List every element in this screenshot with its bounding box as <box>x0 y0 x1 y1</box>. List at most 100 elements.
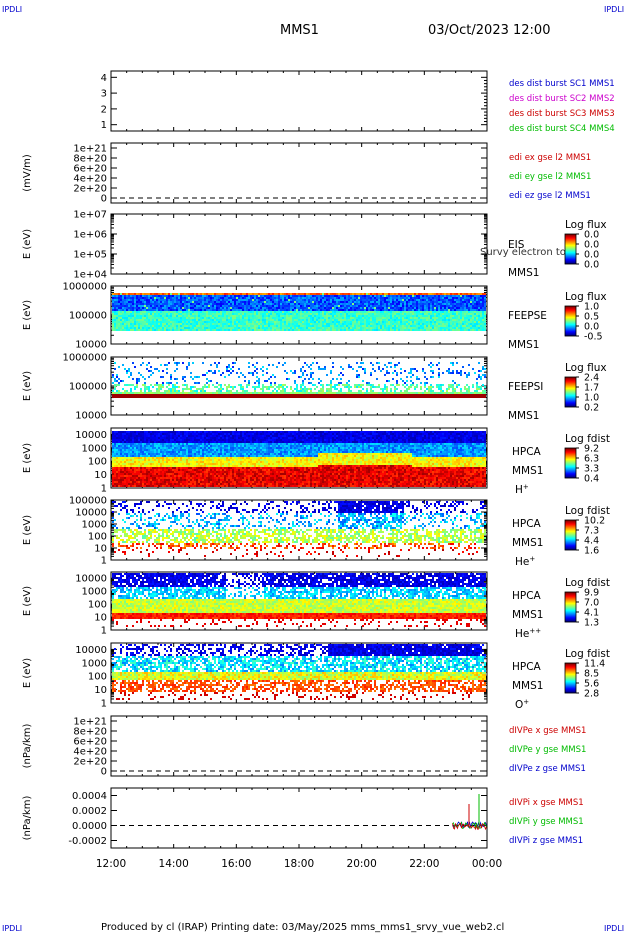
heatmap-cell <box>324 392 326 394</box>
heatmap-cell <box>126 372 128 374</box>
heatmap-cell <box>236 372 238 374</box>
heatmap-cell <box>306 303 308 305</box>
heatmap-cell <box>438 311 440 313</box>
heatmap-cell <box>372 323 374 325</box>
heatmap-cell <box>146 299 148 301</box>
heatmap-cell <box>390 321 392 323</box>
heatmap-cell <box>350 325 352 327</box>
heatmap-cell <box>128 317 130 319</box>
heatmap-cell <box>228 329 230 331</box>
heatmap-cell <box>332 317 334 319</box>
heatmap-cell <box>422 299 424 301</box>
heatmap-cell <box>306 313 308 315</box>
heatmap-cell <box>114 327 116 329</box>
heatmap-cell <box>430 311 432 313</box>
heatmap-cell <box>330 327 332 329</box>
heatmap-cell <box>314 297 316 299</box>
heatmap-cell <box>356 315 358 317</box>
heatmap-cell <box>442 313 444 315</box>
heatmap-cell <box>262 390 264 392</box>
heatmap-cell <box>442 303 444 305</box>
heatmap-cell <box>304 311 306 313</box>
heatmap-cell <box>436 311 438 313</box>
heatmap-cell <box>246 396 248 398</box>
heatmap-cell <box>208 323 210 325</box>
heatmap-cell <box>152 293 154 295</box>
heatmap-cell <box>228 396 230 398</box>
heatmap-cell <box>474 301 476 303</box>
heatmap-cell <box>226 325 228 327</box>
heatmap-cell <box>140 325 142 327</box>
heatmap-cell <box>398 295 400 297</box>
heatmap-cell <box>142 376 144 378</box>
heatmap-cell <box>148 303 150 305</box>
heatmap-cell <box>120 394 122 396</box>
heatmap-cell <box>120 295 122 297</box>
heatmap-cell <box>146 394 148 396</box>
heatmap-cell <box>392 301 394 303</box>
heatmap-cell <box>220 317 222 319</box>
heatmap-cell <box>326 374 328 376</box>
heatmap-cell <box>424 307 426 309</box>
heatmap-cell <box>222 303 224 305</box>
heatmap-cell <box>446 319 448 321</box>
heatmap-cell <box>280 329 282 331</box>
heatmap-cell <box>430 317 432 319</box>
heatmap-cell <box>432 317 434 319</box>
heatmap-cell <box>254 295 256 297</box>
heatmap-cell <box>456 325 458 327</box>
heatmap-cell <box>148 317 150 319</box>
heatmap-cell <box>410 321 412 323</box>
heatmap-cell <box>450 307 452 309</box>
heatmap-cell <box>134 307 136 309</box>
heatmap-cell <box>410 293 412 295</box>
heatmap-cell <box>296 307 298 309</box>
heatmap-cell <box>170 327 172 329</box>
heatmap-cell <box>130 325 132 327</box>
heatmap-cell <box>126 297 128 299</box>
heatmap-cell <box>362 305 364 307</box>
heatmap-cell <box>350 317 352 319</box>
heatmap-cell <box>176 293 178 295</box>
heatmap-cell <box>210 329 212 331</box>
heatmap-cell <box>198 388 200 390</box>
heatmap-cell <box>262 329 264 331</box>
heatmap-cell <box>134 293 136 295</box>
heatmap-cell <box>196 307 198 309</box>
heatmap-cell <box>114 293 116 295</box>
heatmap-cell <box>362 293 364 295</box>
heatmap-cell <box>426 311 428 313</box>
heatmap-cell <box>182 388 184 390</box>
instrument-label: EIS <box>508 239 525 251</box>
heatmap-cell <box>440 299 442 301</box>
heatmap-cell <box>232 323 234 325</box>
heatmap-cell <box>422 305 424 307</box>
heatmap-cell <box>328 325 330 327</box>
heatmap-cell <box>174 396 176 398</box>
heatmap-cell <box>118 315 120 317</box>
heatmap-cell <box>406 307 408 309</box>
heatmap-cell <box>126 396 128 398</box>
heatmap-cell <box>360 329 362 331</box>
heatmap-cell <box>318 295 320 297</box>
heatmap-cell <box>426 297 428 299</box>
heatmap-cell <box>216 386 218 388</box>
heatmap-cell <box>266 329 268 331</box>
heatmap-cell <box>314 394 316 396</box>
instrument-label: FEEPSE <box>508 310 547 322</box>
y-tick-label: 1 <box>101 120 107 131</box>
heatmap-cell <box>170 378 172 380</box>
heatmap-cell <box>368 327 370 329</box>
heatmap-cell <box>254 325 256 327</box>
heatmap-cell <box>334 396 336 398</box>
heatmap-cell <box>148 311 150 313</box>
heatmap-cell <box>412 305 414 307</box>
heatmap-cell <box>260 392 262 394</box>
heatmap-cell <box>358 329 360 331</box>
heatmap-cell <box>174 293 176 295</box>
heatmap-cell <box>164 311 166 313</box>
heatmap-cell <box>384 293 386 295</box>
heatmap-cell <box>472 303 474 305</box>
heatmap-cell <box>274 327 276 329</box>
heatmap-cell <box>386 297 388 299</box>
